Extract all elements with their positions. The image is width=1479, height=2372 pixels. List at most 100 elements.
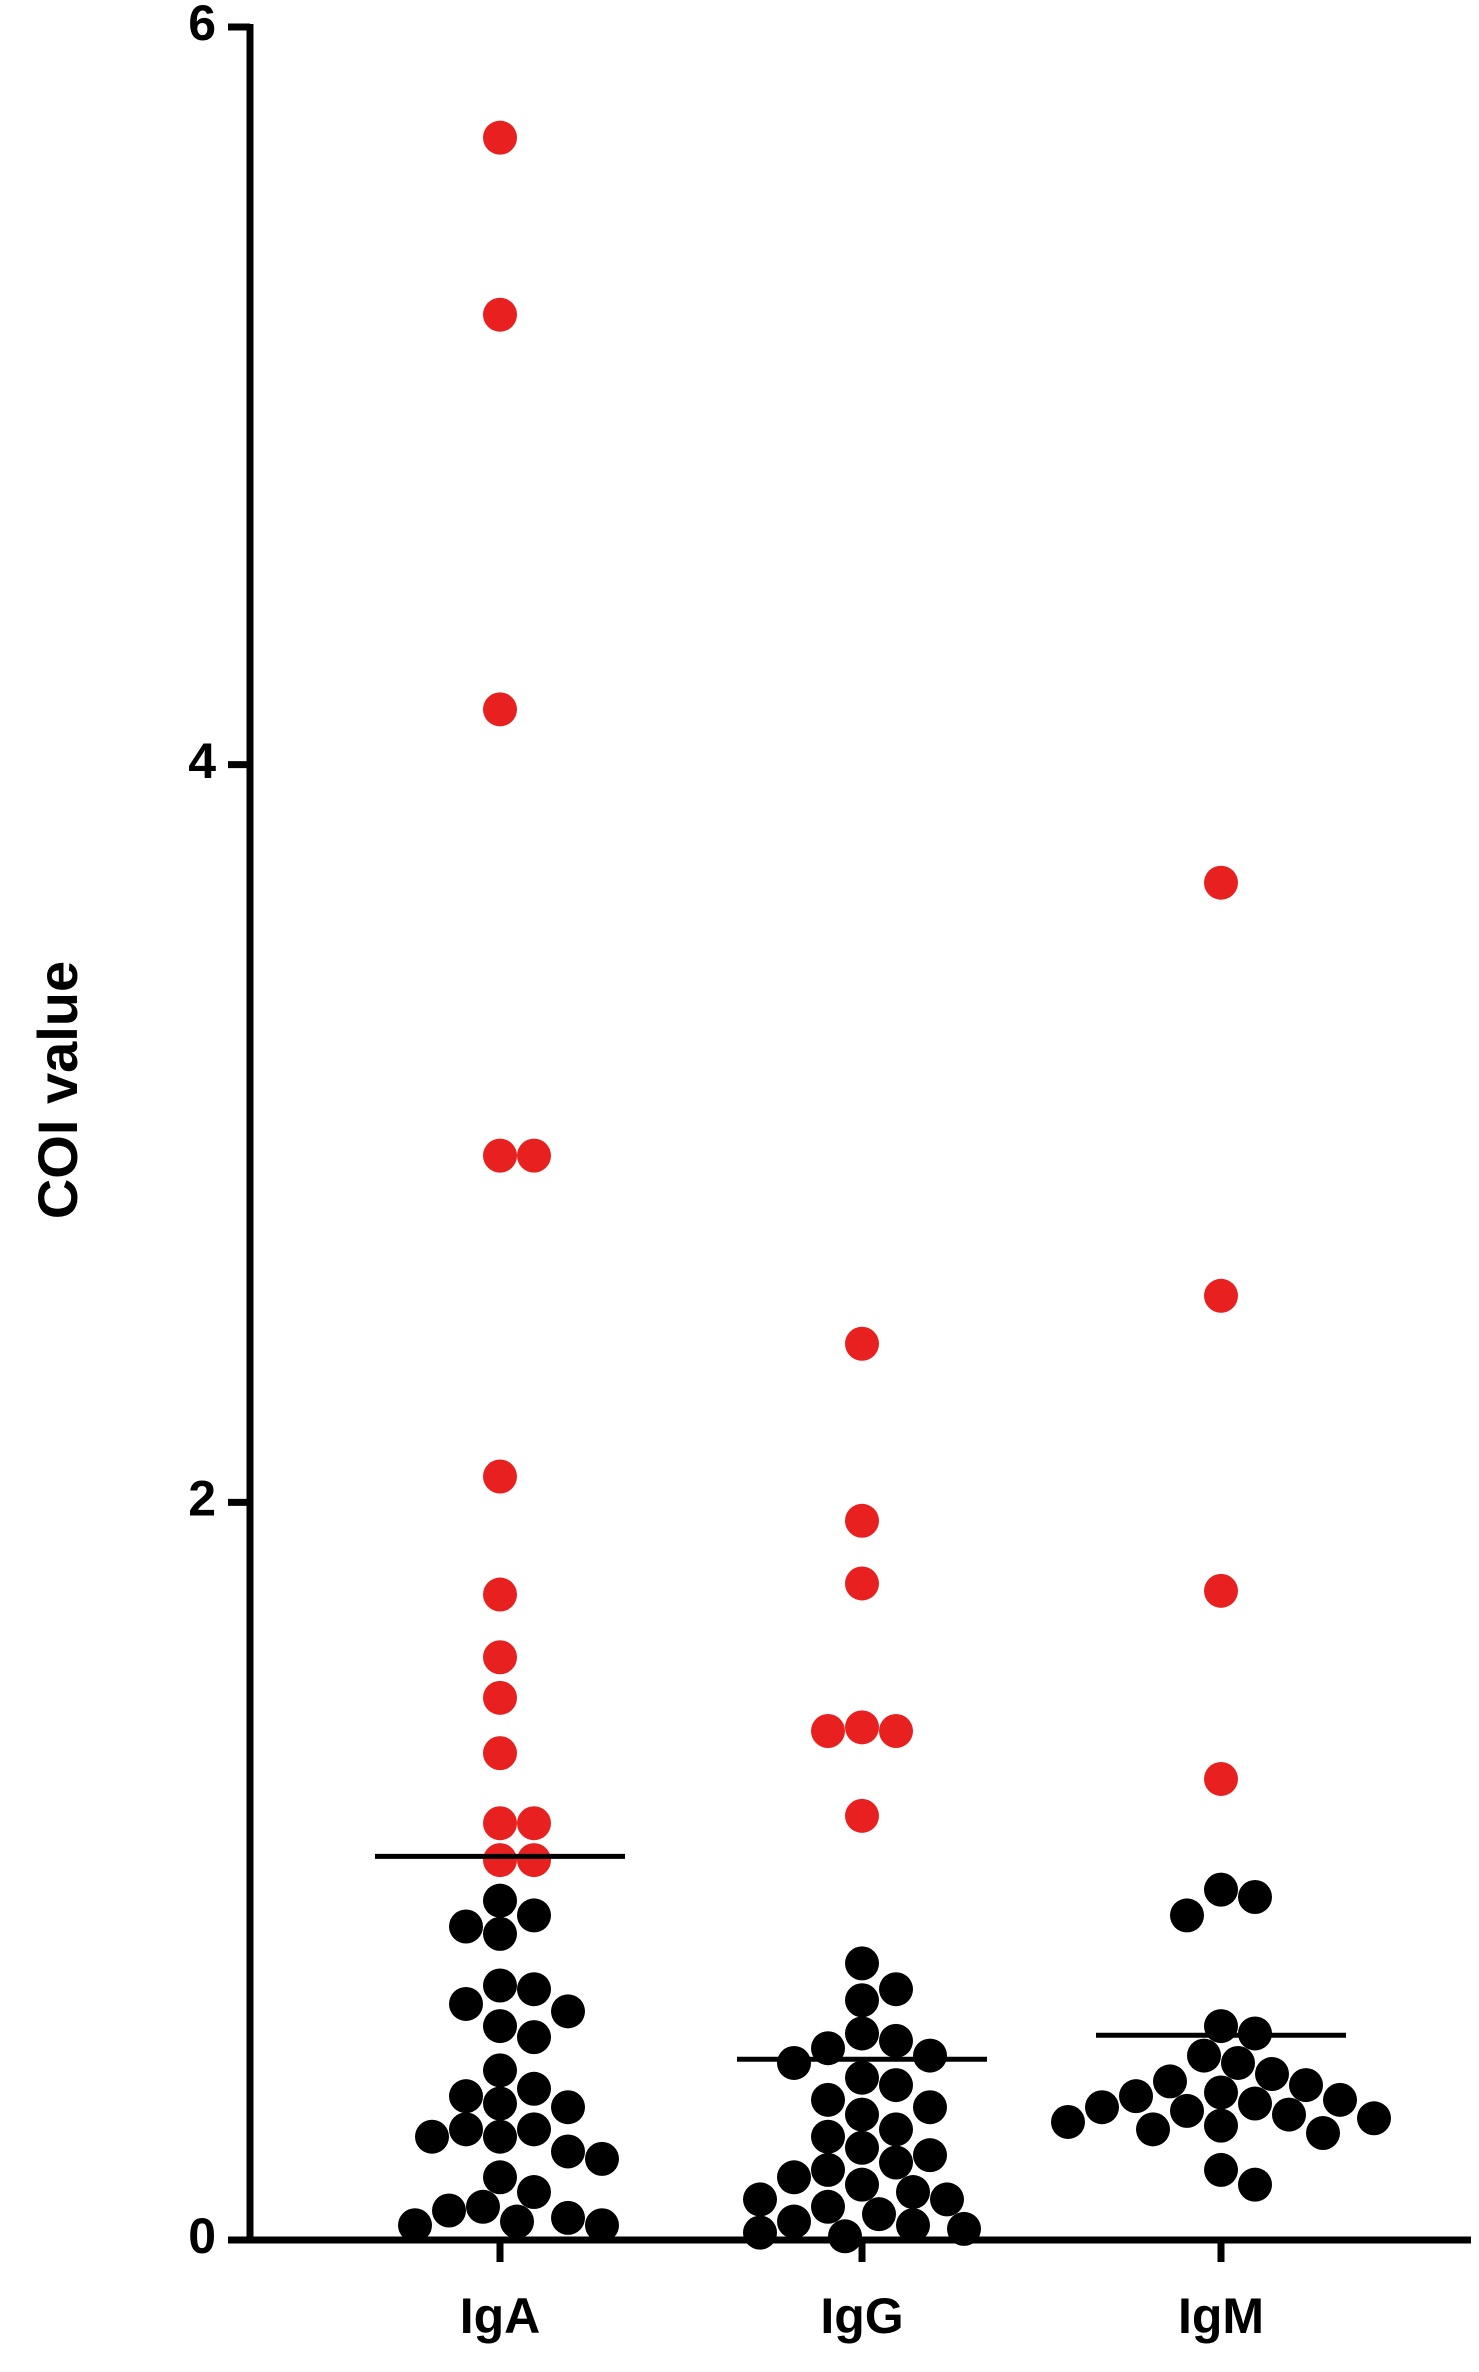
data-point: [1153, 2064, 1187, 2099]
data-point: [1119, 2079, 1153, 2114]
data-point: [551, 2200, 585, 2235]
data-point: [1204, 2075, 1238, 2110]
data-point: [1357, 2101, 1391, 2136]
data-point: [517, 1138, 551, 1173]
data-point: [845, 2167, 879, 2202]
data-point: [449, 1909, 483, 1944]
data-point: [1204, 1573, 1238, 1608]
data-point: [1204, 2009, 1238, 2044]
data-point: [483, 1680, 517, 1715]
data-point: [1238, 2167, 1272, 2202]
data-point: [1272, 2097, 1306, 2132]
data-point: [845, 1946, 879, 1981]
data-point: [483, 1640, 517, 1675]
x-tick-label: IgG: [820, 2288, 903, 2344]
data-point: [845, 2130, 879, 2165]
data-point: [483, 2086, 517, 2121]
data-point: [483, 1736, 517, 1771]
data-point: [483, 120, 517, 155]
data-point: [743, 2215, 777, 2250]
data-point: [845, 1798, 879, 1833]
data-point: [483, 2053, 517, 2088]
data-point: [1204, 865, 1238, 900]
data-point: [449, 2112, 483, 2147]
data-point: [777, 2204, 811, 2239]
data-point: [483, 297, 517, 332]
data-point: [1051, 2104, 1085, 2139]
data-point: [483, 692, 517, 727]
data-point: [517, 1972, 551, 2007]
data-point: [1323, 2082, 1357, 2117]
data-point: [1306, 2116, 1340, 2151]
data-point: [811, 2189, 845, 2224]
data-point: [483, 1138, 517, 1173]
data-point: [1187, 2038, 1221, 2073]
data-point: [879, 2112, 913, 2147]
data-point: [500, 2204, 534, 2239]
data-point: [1204, 2152, 1238, 2187]
data-point: [743, 2182, 777, 2217]
data-point: [879, 1972, 913, 2007]
data-point: [551, 2134, 585, 2169]
y-axis-label: COI value: [26, 961, 89, 1219]
data-point: [811, 2031, 845, 2066]
data-point: [483, 1968, 517, 2003]
data-point: [1204, 1761, 1238, 1796]
data-point: [517, 2112, 551, 2147]
data-point: [845, 2060, 879, 2095]
data-point: [585, 2141, 619, 2176]
data-point: [845, 1326, 879, 1361]
data-point: [1289, 2068, 1323, 2103]
data-point: [517, 1806, 551, 1841]
data-point: [845, 2097, 879, 2132]
data-point: [449, 2079, 483, 2114]
data-point: [585, 2208, 619, 2243]
data-point: [811, 1714, 845, 1749]
data-point: [1170, 1898, 1204, 1933]
data-point: [449, 1986, 483, 2021]
data-point: [896, 2175, 930, 2210]
data-point: [879, 2068, 913, 2103]
data-point: [1221, 2045, 1255, 2080]
data-point: [483, 1843, 517, 1878]
data-point: [913, 2090, 947, 2125]
y-tick-label: 4: [188, 733, 216, 789]
data-point: [862, 2197, 896, 2232]
data-point: [845, 1710, 879, 1745]
data-point: [930, 2182, 964, 2217]
data-point: [1255, 2057, 1289, 2092]
data-point: [483, 2119, 517, 2154]
data-point: [483, 2160, 517, 2195]
data-point: [896, 2208, 930, 2243]
x-tick-label: IgA: [460, 2288, 541, 2344]
data-point: [913, 2038, 947, 2073]
data-point: [947, 2211, 981, 2246]
x-tick-label: IgM: [1178, 2288, 1264, 2344]
data-point: [811, 2119, 845, 2154]
data-point: [483, 1916, 517, 1951]
data-point: [517, 2071, 551, 2106]
data-point: [913, 2138, 947, 2173]
data-point: [845, 2016, 879, 2051]
data-point: [1204, 1278, 1238, 1313]
data-point: [845, 1566, 879, 1601]
y-tick-label: 0: [188, 2208, 216, 2264]
data-point: [845, 1503, 879, 1538]
data-point: [398, 2208, 432, 2243]
data-point: [517, 1898, 551, 1933]
data-point: [517, 2175, 551, 2210]
data-point: [1204, 1872, 1238, 1907]
data-point: [483, 1577, 517, 1612]
data-point: [1136, 2112, 1170, 2147]
data-point: [466, 2189, 500, 2224]
data-point: [1238, 2086, 1272, 2121]
data-point: [811, 2082, 845, 2117]
data-point: [551, 1994, 585, 2029]
data-point: [828, 2219, 862, 2254]
data-point: [811, 2152, 845, 2187]
data-point: [517, 2020, 551, 2055]
data-point: [483, 1883, 517, 1918]
data-point: [517, 1843, 551, 1878]
data-point: [415, 2119, 449, 2154]
